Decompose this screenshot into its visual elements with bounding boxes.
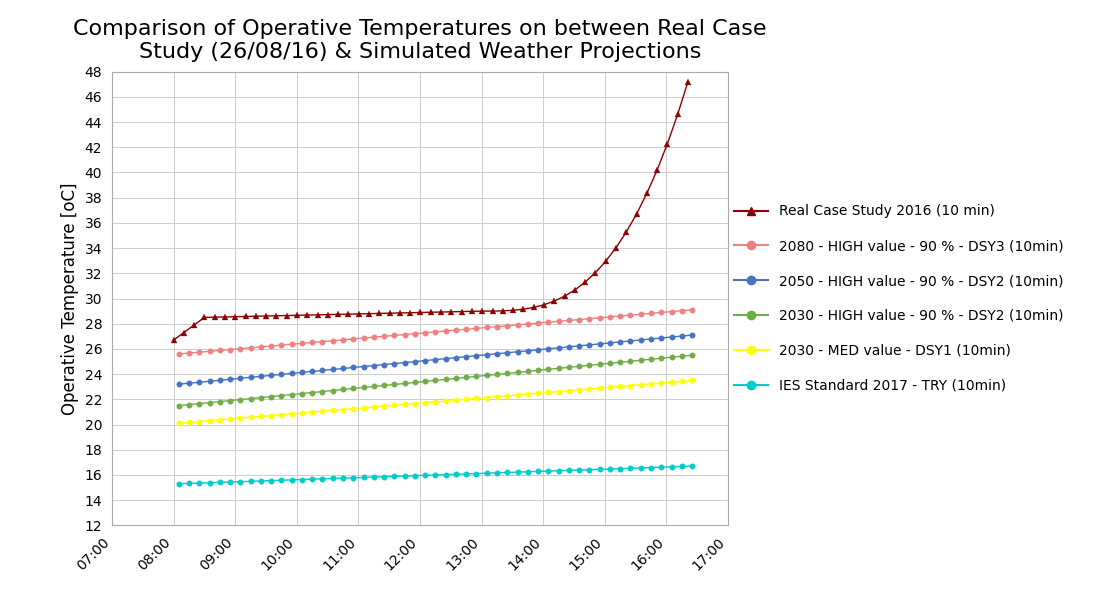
Real Case Study 2016 (10 min) xyxy=(280,312,293,319)
2050 - HIGH value - 90 % - DSY2 (10min) xyxy=(326,366,339,373)
2050 - HIGH value - 90 % - DSY2 (10min) xyxy=(511,348,524,355)
IES Standard 2017 - TRY (10min) xyxy=(511,469,524,476)
2030 - HIGH value - 90 % - DSY2 (10min) xyxy=(511,369,524,376)
2030 - MED value - DSY1 (10min) xyxy=(326,407,339,414)
Legend: Real Case Study 2016 (10 min), 2080 - HIGH value - 90 % - DSY3 (10min), 2050 - H: Real Case Study 2016 (10 min), 2080 - HI… xyxy=(728,199,1070,398)
2030 - MED value - DSY1 (10min) xyxy=(542,389,556,396)
2080 - HIGH value - 90 % - DSY3 (10min) xyxy=(511,321,524,328)
Title: Comparison of Operative Temperatures on between Real Case
Study (26/08/16) & Sim: Comparison of Operative Temperatures on … xyxy=(73,19,767,61)
2030 - MED value - DSY1 (10min) xyxy=(284,410,298,417)
Line: 2080 - HIGH value - 90 % - DSY3 (10min): 2080 - HIGH value - 90 % - DSY3 (10min) xyxy=(176,307,694,357)
Real Case Study 2016 (10 min) xyxy=(681,78,694,85)
2080 - HIGH value - 90 % - DSY3 (10min) xyxy=(675,307,689,314)
2050 - HIGH value - 90 % - DSY2 (10min) xyxy=(284,370,298,377)
IES Standard 2017 - TRY (10min) xyxy=(284,476,298,484)
Real Case Study 2016 (10 min) xyxy=(538,301,551,309)
IES Standard 2017 - TRY (10min) xyxy=(685,463,699,470)
2030 - HIGH value - 90 % - DSY2 (10min) xyxy=(542,366,556,373)
Real Case Study 2016 (10 min) xyxy=(671,111,684,118)
2080 - HIGH value - 90 % - DSY3 (10min) xyxy=(336,336,349,343)
2030 - MED value - DSY1 (10min) xyxy=(675,378,689,385)
Line: Real Case Study 2016 (10 min): Real Case Study 2016 (10 min) xyxy=(170,78,691,343)
Line: 2030 - MED value - DSY1 (10min): 2030 - MED value - DSY1 (10min) xyxy=(176,378,694,426)
2080 - HIGH value - 90 % - DSY3 (10min) xyxy=(326,337,339,344)
2030 - HIGH value - 90 % - DSY2 (10min) xyxy=(336,386,349,393)
2080 - HIGH value - 90 % - DSY3 (10min) xyxy=(284,341,298,348)
2030 - MED value - DSY1 (10min) xyxy=(511,392,524,399)
2030 - HIGH value - 90 % - DSY2 (10min) xyxy=(675,353,689,360)
IES Standard 2017 - TRY (10min) xyxy=(336,475,349,482)
Line: 2050 - HIGH value - 90 % - DSY2 (10min): 2050 - HIGH value - 90 % - DSY2 (10min) xyxy=(176,333,694,387)
2080 - HIGH value - 90 % - DSY3 (10min) xyxy=(685,306,699,313)
2030 - HIGH value - 90 % - DSY2 (10min) xyxy=(685,352,699,359)
Real Case Study 2016 (10 min) xyxy=(506,307,520,314)
2030 - HIGH value - 90 % - DSY2 (10min) xyxy=(326,387,339,394)
2030 - HIGH value - 90 % - DSY2 (10min) xyxy=(284,391,298,398)
Real Case Study 2016 (10 min) xyxy=(321,311,335,318)
2050 - HIGH value - 90 % - DSY2 (10min) xyxy=(172,381,186,388)
Line: 2030 - HIGH value - 90 % - DSY2 (10min): 2030 - HIGH value - 90 % - DSY2 (10min) xyxy=(176,352,694,408)
2030 - HIGH value - 90 % - DSY2 (10min) xyxy=(172,402,186,409)
Y-axis label: Operative Temperature [oC]: Operative Temperature [oC] xyxy=(60,182,80,415)
2030 - MED value - DSY1 (10min) xyxy=(336,406,349,413)
IES Standard 2017 - TRY (10min) xyxy=(542,467,556,475)
2080 - HIGH value - 90 % - DSY3 (10min) xyxy=(172,350,186,358)
2030 - MED value - DSY1 (10min) xyxy=(172,420,186,427)
IES Standard 2017 - TRY (10min) xyxy=(326,475,339,482)
Real Case Study 2016 (10 min) xyxy=(167,337,180,344)
Real Case Study 2016 (10 min) xyxy=(332,311,345,318)
2050 - HIGH value - 90 % - DSY2 (10min) xyxy=(336,365,349,372)
2050 - HIGH value - 90 % - DSY2 (10min) xyxy=(542,345,556,352)
2050 - HIGH value - 90 % - DSY2 (10min) xyxy=(675,333,689,340)
IES Standard 2017 - TRY (10min) xyxy=(675,463,689,470)
2030 - MED value - DSY1 (10min) xyxy=(685,377,699,384)
2050 - HIGH value - 90 % - DSY2 (10min) xyxy=(685,331,699,338)
2080 - HIGH value - 90 % - DSY3 (10min) xyxy=(542,319,556,326)
Line: IES Standard 2017 - TRY (10min): IES Standard 2017 - TRY (10min) xyxy=(176,463,694,487)
IES Standard 2017 - TRY (10min) xyxy=(172,480,186,487)
